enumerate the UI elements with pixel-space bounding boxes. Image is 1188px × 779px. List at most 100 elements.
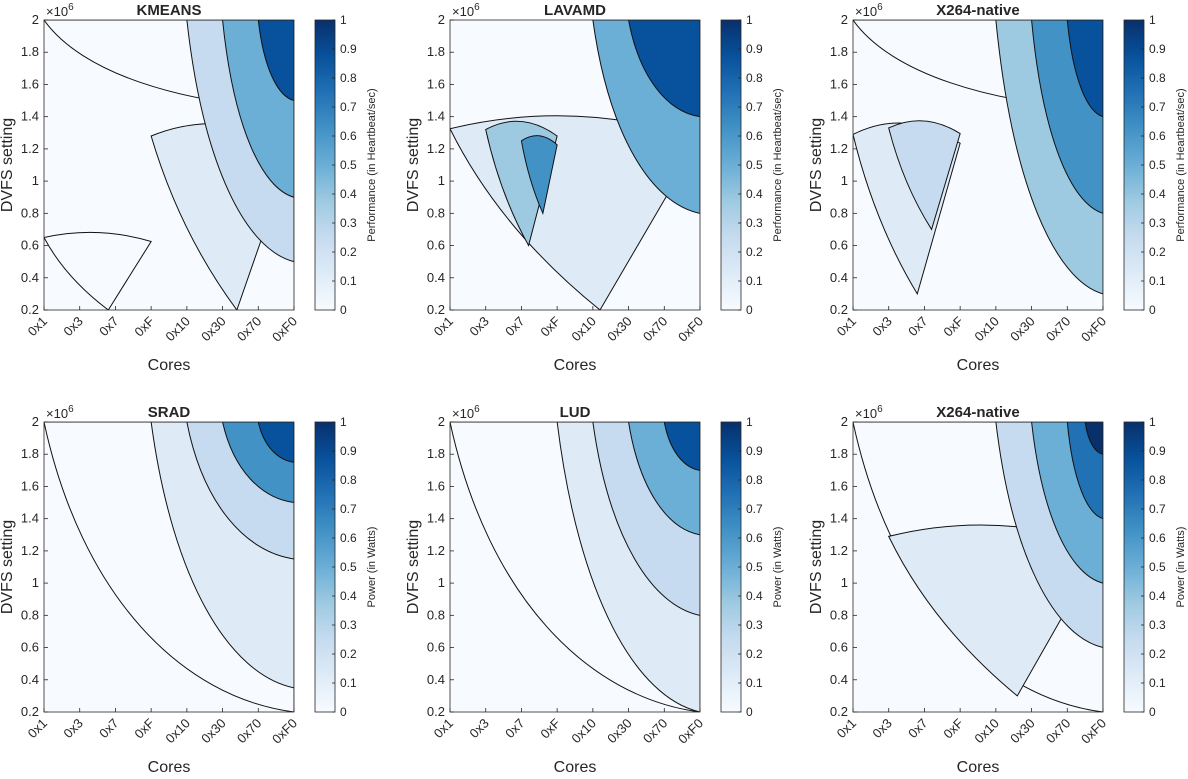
x-tick-label: 0x7: [96, 314, 121, 339]
y-tick-label: 1.4: [830, 511, 848, 526]
y-tick-label: 2: [32, 12, 39, 27]
colorbar-tick-label: 0.3: [340, 618, 357, 632]
y-tick-label: 2: [438, 12, 445, 27]
y-tick-label: 1: [438, 575, 445, 590]
x-tick-label: 0x7: [502, 314, 527, 339]
y-axis-label: DVFS setting: [0, 520, 16, 614]
y-tick-label: 0.6: [830, 238, 848, 253]
x-tick-label: 0x10: [971, 716, 1002, 747]
colorbar-tick-label: 0.4: [340, 589, 357, 603]
y-axis-label: DVFS setting: [0, 118, 16, 212]
contour-level-6: [1084, 422, 1103, 455]
y-tick-label: 1.4: [21, 511, 39, 526]
colorbar-tick-label: 0.1: [340, 676, 357, 690]
y-tick-label: 2: [438, 414, 445, 429]
colorbar-tick-label: 0.9: [1149, 42, 1166, 56]
y-tick-label: 1.6: [830, 76, 848, 91]
y-tick-label: 2: [32, 414, 39, 429]
colorbar-tick-label: 0.4: [746, 187, 763, 201]
x-tick-label: 0xF0: [1078, 716, 1109, 747]
axes-frame: [852, 421, 1104, 713]
y-tick-label: 0.8: [21, 607, 39, 622]
contour-levels: [853, 20, 1103, 296]
y-tick-label: 1.2: [21, 141, 39, 156]
colorbar-tick-label: 1: [1149, 13, 1156, 27]
x-tick-label: 0x70: [1043, 314, 1074, 345]
colorbar-tick-label: 0.8: [746, 71, 763, 85]
y-exponent-label: ×106: [46, 2, 74, 19]
colorbar-tick-label: 0.2: [746, 245, 763, 259]
x-tick-label: 0x30: [198, 716, 229, 747]
contour-level-3: [888, 120, 961, 231]
colorbar-tick-label: 0.5: [340, 158, 357, 172]
y-tick-label: 0.6: [427, 640, 445, 655]
x-tick-label: 0xF: [940, 715, 966, 741]
contour-levels: [450, 422, 700, 712]
colorbar-tick-label: 0.6: [1149, 129, 1166, 143]
y-tick-label: 1.8: [427, 44, 445, 59]
y-tick-label: 0.4: [427, 270, 445, 285]
x-tick-label: 0x70: [640, 716, 671, 747]
y-tick-label: 0.8: [830, 205, 848, 220]
colorbar-tick-label: 0.6: [340, 129, 357, 143]
y-tick-label: 1.8: [21, 44, 39, 59]
y-tick-label: 0.4: [830, 672, 848, 687]
y-tick-label: 0.4: [427, 672, 445, 687]
colorbar-tick-label: 0.6: [1149, 531, 1166, 545]
contour-levels: [450, 20, 700, 310]
colorbar-label: Power (in Watts): [366, 527, 378, 608]
colorbar-tick-label: 0.2: [340, 647, 357, 661]
x-tick-label: 0x1: [834, 716, 859, 741]
y-exponent: 6: [474, 2, 480, 13]
colorbar-tick-label: 0.1: [1149, 274, 1166, 288]
colorbar-tick-label: 0.7: [340, 502, 357, 516]
x-tick-label: 0xF: [131, 715, 157, 741]
y-tick-label: 0.6: [21, 640, 39, 655]
y-tick-label: 1.4: [21, 109, 39, 124]
y-tick-label: 1.4: [427, 109, 445, 124]
panel-title: LUD: [560, 404, 591, 421]
contour-level-2: [44, 231, 152, 310]
x-tick-label: 0x30: [604, 314, 635, 345]
colorbar-tick-label: 0.9: [340, 42, 357, 56]
y-tick-label: 0.8: [21, 205, 39, 220]
colorbar-tick-label: 0.5: [1149, 560, 1166, 574]
y-exponent-label: ×106: [452, 2, 480, 19]
colorbar-tick-label: 0.3: [746, 618, 763, 632]
y-tick-label: 1: [841, 575, 848, 590]
colorbar-tick-label: 0.1: [746, 274, 763, 288]
x-tick-label: 0x1: [25, 314, 50, 339]
axes-frame: [449, 421, 701, 713]
x-axis-label: Cores: [148, 759, 191, 774]
colorbar-tick-label: 0.1: [746, 676, 763, 690]
x-tick-label: 0x10: [162, 716, 193, 747]
colorbar-tick-label: 0.4: [1149, 187, 1166, 201]
colorbar-label: Power (in Watts): [772, 527, 784, 608]
colorbar-tick-label: 0.2: [1149, 647, 1166, 661]
colorbar-tick-label: 0.4: [340, 187, 357, 201]
y-exponent: 6: [68, 2, 74, 13]
colorbar-tick-label: 0.8: [340, 71, 357, 85]
x-axis-label: Cores: [554, 357, 597, 374]
colorbar-tick-label: 0.5: [746, 560, 763, 574]
y-tick-label: 1.6: [427, 478, 445, 493]
x-tick-label: 0x3: [60, 314, 85, 339]
colorbar-tick-label: 0.7: [746, 502, 763, 516]
colorbar-tick-label: 1: [746, 13, 753, 27]
x-tick-label: 0x3: [466, 716, 491, 741]
colorbar-tick-label: 0: [746, 303, 753, 317]
colorbar-tick-label: 1: [746, 415, 753, 429]
colorbar-tick-label: 0.5: [1149, 158, 1166, 172]
x-tick-label: 0xF: [537, 715, 563, 741]
colorbar: 0 0.1 0.2 0.3 0.4 0.5 0.6 0.7 0.8 0.9 1 Power (in W…: [1123, 415, 1187, 719]
colorbar-tick-label: 0.8: [746, 473, 763, 487]
y-tick-label: 1.6: [21, 478, 39, 493]
y-tick-label: 0.2: [830, 302, 848, 317]
axes-frame: [852, 19, 1104, 311]
panel-title: X264-native: [936, 2, 1019, 19]
x-tick-label: 0x70: [234, 314, 265, 345]
x-tick-label: 0x7: [502, 716, 527, 741]
y-tick-label: 0.6: [21, 238, 39, 253]
y-tick-label: 2: [841, 414, 848, 429]
